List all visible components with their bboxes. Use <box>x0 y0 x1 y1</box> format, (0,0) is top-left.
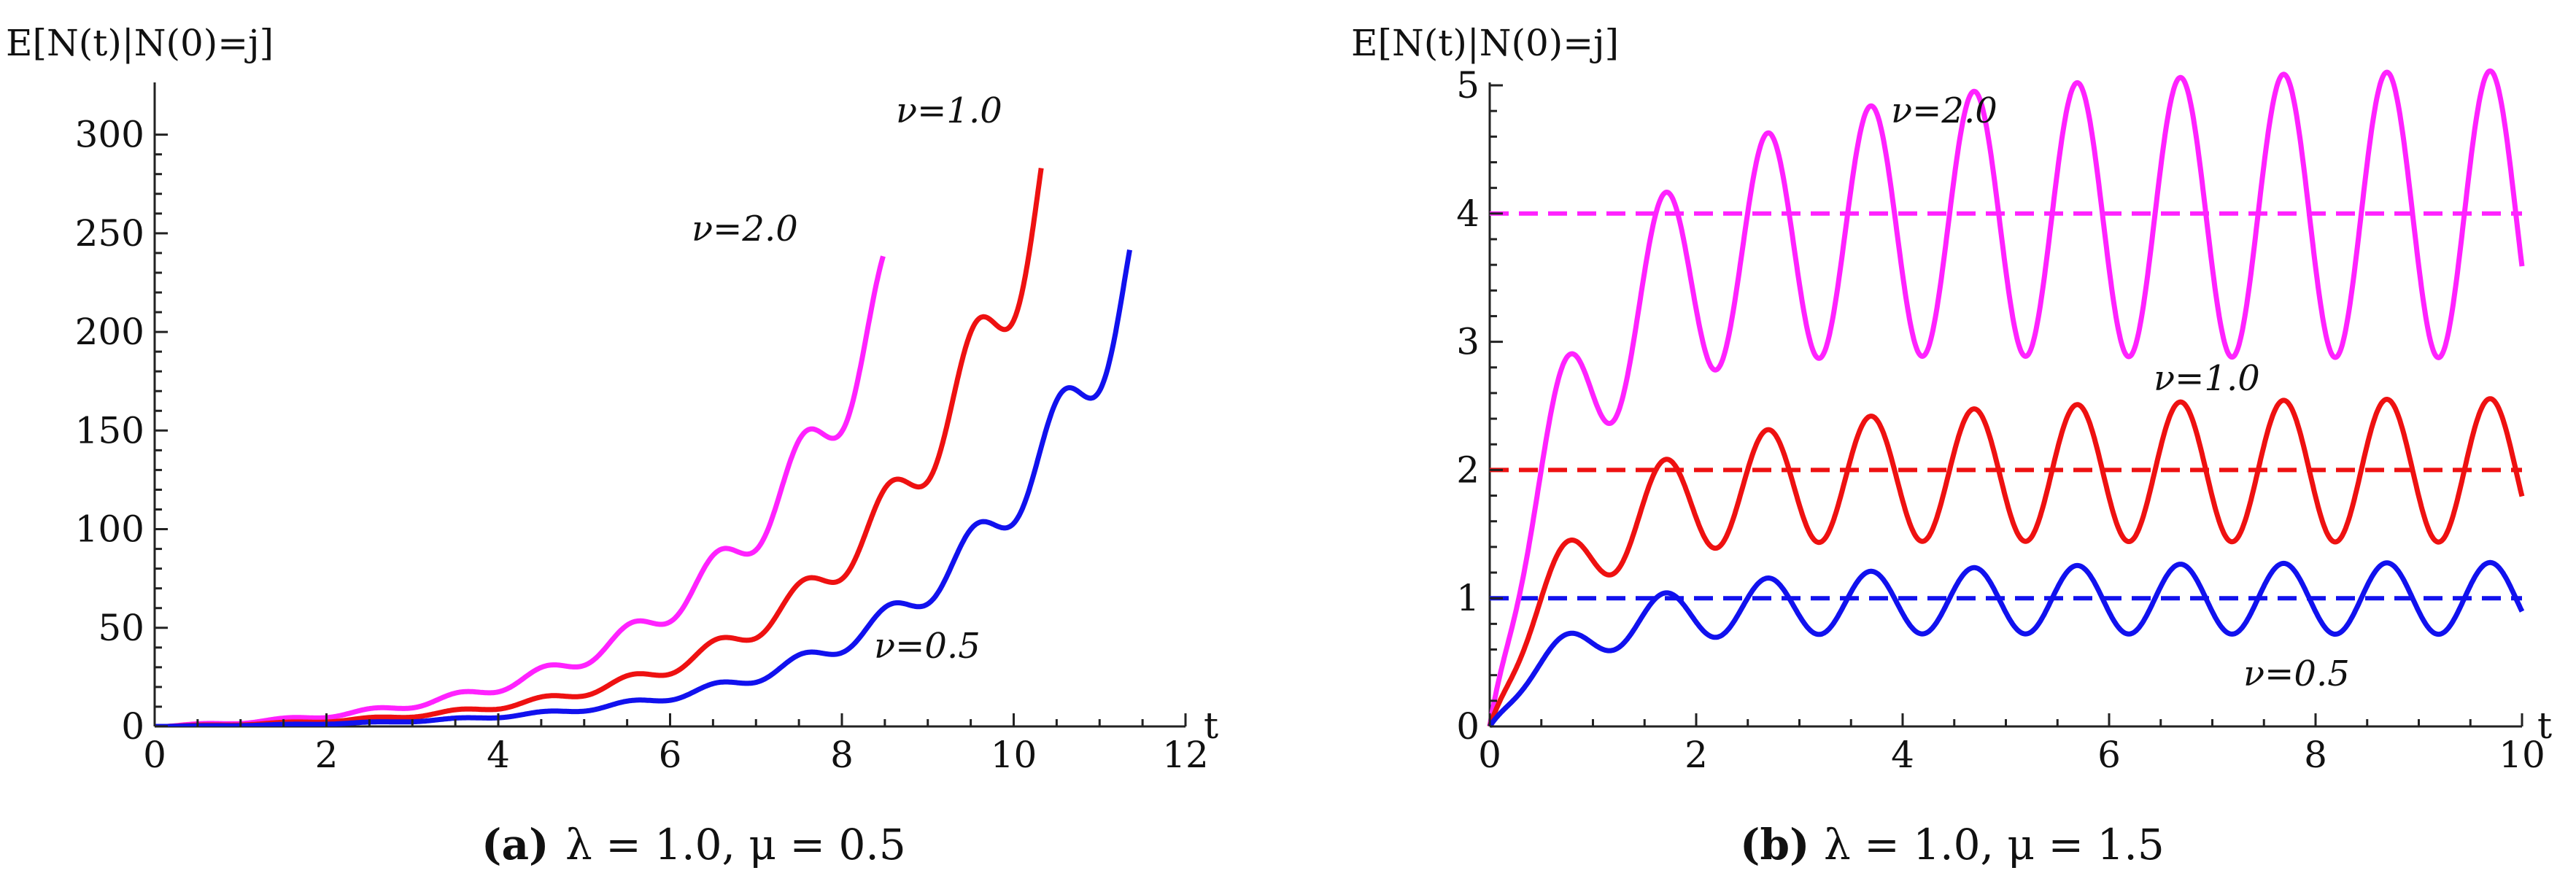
panel-b-xlabel: t <box>2537 705 2552 747</box>
panel-b-ytick-label: 3 <box>1456 321 1480 363</box>
panel-b-ytick-label: 1 <box>1456 577 1480 619</box>
panel-b-ytick-label: 0 <box>1456 705 1480 748</box>
panel-a-caption-params: λ = 1.0, μ = 0.5 <box>565 820 906 869</box>
panel-a-ytick-label: 250 <box>75 212 144 255</box>
panel-a-ytick-label: 200 <box>75 311 144 353</box>
panel-a-ytick-label: 150 <box>75 409 144 451</box>
panel-a-xtick-label: 6 <box>659 734 682 776</box>
panel-a-caption: (a) λ = 1.0, μ = 0.5 <box>481 820 906 869</box>
panel-b-label-nu-2.0: ν=2.0 <box>1891 90 1997 131</box>
panel-a-ytick-label: 50 <box>98 607 144 649</box>
panel-b-ytick-label: 2 <box>1456 449 1480 491</box>
panel-a-xtick-label: 0 <box>143 734 166 776</box>
panel-a-xtick-label: 4 <box>487 734 510 776</box>
panel-b-ytick-label: 4 <box>1456 193 1480 235</box>
panel-a-xtick-label: 12 <box>1162 734 1209 776</box>
panel-a-series-line <box>155 255 886 726</box>
panel-a-ylabel: E[N(t)|N(0)=j] <box>6 22 274 64</box>
panel-b-caption-label: (b) <box>1740 820 1809 869</box>
panel-a-xtick-label: 10 <box>991 734 1037 776</box>
panel-b-ytick-label: 5 <box>1456 64 1480 106</box>
panel-a-label-nu-0.5: ν=0.5 <box>874 626 980 667</box>
panel-b-xtick-label: 0 <box>1478 734 1501 776</box>
panel-b-label-nu-1.0: ν=1.0 <box>2154 358 2260 399</box>
panel-a-xlabel: t <box>1204 705 1218 747</box>
panel-b-series-line <box>1487 396 2525 728</box>
panel-b-label-nu-0.5: ν=0.5 <box>2243 654 2350 694</box>
panel-a-ytick-label: 0 <box>121 705 144 748</box>
panel-a-xtick-label: 8 <box>830 734 854 776</box>
panel-a-series-line <box>155 249 1132 726</box>
panel-b: E[N(t)|N(0)=j] t 0 2 4 6 8 10 0 1 2 3 4 5 ν=2.0 ν=1… <box>1351 22 2552 869</box>
panel-a-xtick-label: 2 <box>315 734 339 776</box>
panel-a-caption-label: (a) <box>481 820 549 869</box>
panel-a-ytick-label: 300 <box>75 114 144 156</box>
panel-b-caption: (b) λ = 1.0, μ = 1.5 <box>1740 820 2165 869</box>
panel-b-xtick-label: 8 <box>2304 734 2327 776</box>
panel-a: E[N(t)|N(0)=j] t 0 2 4 6 8 10 12 0 50 100 150 200 25… <box>6 22 1218 869</box>
panel-b-series-line <box>1487 68 2525 727</box>
panel-b-series-line <box>1488 559 2525 729</box>
panel-a-label-nu-1.0: ν=1.0 <box>896 90 1002 131</box>
panel-b-xtick-label: 6 <box>2097 734 2121 776</box>
panel-b-caption-params: λ = 1.0, μ = 1.5 <box>1824 820 2165 869</box>
panel-b-xtick-label: 2 <box>1685 734 1708 776</box>
panel-b-xtick-label: 4 <box>1891 734 1914 776</box>
panel-b-ylabel: E[N(t)|N(0)=j] <box>1351 22 1619 64</box>
panel-a-label-nu-2.0: ν=2.0 <box>692 209 798 249</box>
panel-a-ytick-label: 100 <box>75 508 144 551</box>
panel-b-xtick-label: 10 <box>2499 734 2545 776</box>
